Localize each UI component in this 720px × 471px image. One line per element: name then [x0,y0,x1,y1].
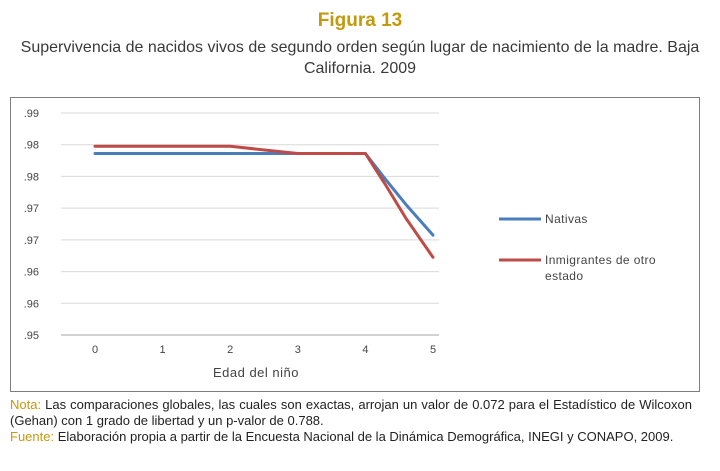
nota-text: Las comparaciones globales, las cuales s… [10,397,692,428]
survival-line-chart: .99 .98 .98 .97 .97 .96 .96 .95 0 1 2 3 4 5 Edad del n… [24,108,656,380]
figure-label: Figura 13 [317,10,403,31]
y-tick-label: .96 [24,267,39,279]
chart-frame: .99 .98 .98 .97 .97 .96 .96 .95 0 1 2 3 4 5 Edad del n… [10,97,700,392]
x-tick-label: 0 [92,344,98,356]
fuente-label: Fuente: [10,429,55,444]
legend-label: Inmigrantes de otro estado [545,253,656,283]
figure-title: Supervivencia de nacidos vivos de segund… [20,39,700,77]
x-tick-label: 1 [160,344,166,356]
nota-label: Nota: [10,397,42,412]
y-tick-label: .95 [24,330,39,342]
nota-paragraph: Nota: Las comparaciones globales, las cu… [10,397,692,429]
x-tick-label: 4 [362,344,368,356]
x-tick-label: 2 [227,344,233,356]
y-tick-label: .99 [24,108,39,120]
legend-label: Nativas [545,212,588,226]
notes: Nota: Las comparaciones globales, las cu… [10,397,692,445]
y-tick-label: .96 [24,298,39,310]
fuente-text: Elaboración propia a partir de la Encues… [54,429,674,444]
x-tick-label: 5 [430,344,436,356]
y-tick-label: .97 [24,235,39,247]
fuente-paragraph: Fuente: Elaboración propia a partir de l… [10,429,692,445]
series-line-nativas [93,152,435,237]
series-line-inmigrantes [93,144,435,259]
y-tick-label: .98 [24,140,39,152]
y-tick-label: .97 [24,203,39,215]
x-axis-title: Edad del niño [213,365,299,380]
y-tick-label: .98 [24,171,39,183]
x-tick-label: 3 [295,344,301,356]
